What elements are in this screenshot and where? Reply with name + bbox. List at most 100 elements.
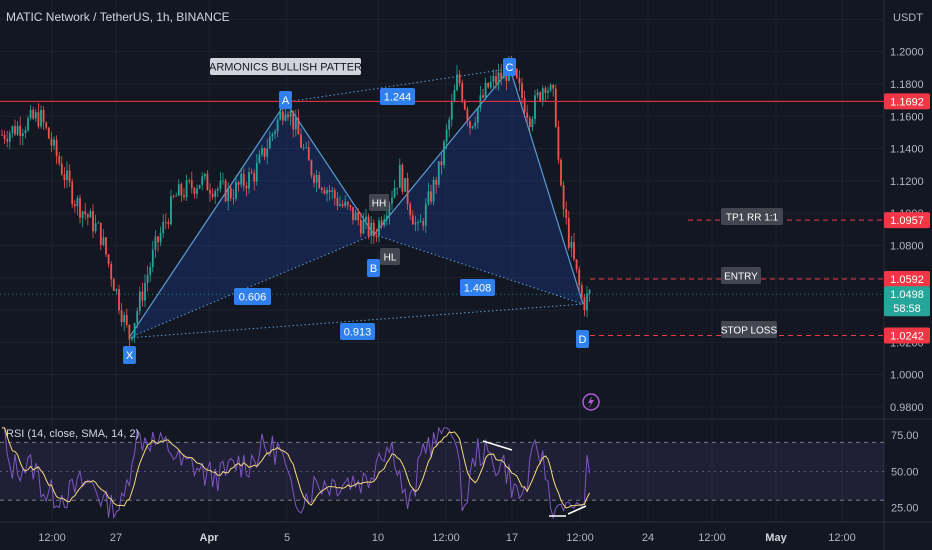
rsi-band-fill bbox=[0, 442, 884, 501]
candle-body bbox=[484, 82, 487, 98]
candle-body bbox=[414, 222, 417, 225]
candle-body bbox=[245, 185, 248, 189]
candle-body bbox=[469, 121, 471, 128]
candle-body bbox=[567, 218, 570, 248]
time-tick-label: 12:00 bbox=[828, 532, 856, 544]
candle-body bbox=[409, 204, 412, 216]
stop-loss-price-tag-text: 1.0242 bbox=[890, 331, 924, 343]
stop-loss-label-text: STOP LOSS bbox=[721, 326, 778, 337]
candle-body bbox=[68, 170, 71, 182]
candle-body bbox=[430, 191, 432, 202]
candle-body bbox=[242, 173, 245, 186]
candle-body bbox=[261, 148, 263, 155]
candle-body bbox=[583, 297, 586, 311]
candle-body bbox=[29, 109, 32, 119]
point-label-x-text: X bbox=[126, 350, 134, 362]
ratio-line-ac bbox=[285, 68, 511, 103]
time-tick-label: 12:00 bbox=[432, 532, 460, 544]
candle-body bbox=[266, 148, 269, 157]
tp1-price-tag: 1.0957 bbox=[884, 212, 930, 229]
candle-body bbox=[534, 95, 536, 120]
candle-body bbox=[274, 131, 276, 134]
time-tick-label: 12:00 bbox=[38, 532, 66, 544]
entry-price-tag-box bbox=[884, 271, 930, 288]
hl-label: HL bbox=[380, 248, 400, 265]
candle-body bbox=[528, 117, 531, 128]
candle-body bbox=[526, 112, 529, 118]
candle-body bbox=[60, 163, 63, 175]
candle-body bbox=[541, 88, 544, 101]
candle-body bbox=[188, 180, 191, 182]
harmonic-pattern bbox=[128, 68, 584, 339]
candle-body bbox=[105, 237, 107, 255]
entry-label-box bbox=[721, 267, 761, 284]
point-label-b: B bbox=[367, 259, 380, 277]
pattern-title-label-box bbox=[210, 58, 361, 75]
candle-body bbox=[177, 184, 180, 196]
candle-body bbox=[151, 249, 154, 268]
candle-body bbox=[346, 201, 349, 206]
time-tick-label: 17 bbox=[506, 532, 518, 544]
candle-body bbox=[84, 211, 87, 215]
price-tick-label: 1.1200 bbox=[890, 176, 924, 188]
candle-body bbox=[209, 190, 211, 194]
stop-loss-label-box bbox=[721, 321, 777, 338]
ratio-label-bd: 1.408 bbox=[460, 279, 495, 296]
candle-body bbox=[326, 190, 328, 194]
candle-body bbox=[575, 259, 578, 270]
candle-body bbox=[99, 222, 102, 245]
point-label-x-box bbox=[123, 346, 136, 364]
candle-body bbox=[487, 82, 490, 88]
candle-body bbox=[531, 119, 534, 128]
candle-body bbox=[154, 236, 157, 250]
countdown-text: 58:58 bbox=[893, 303, 921, 315]
ratio-label-xb-text: 0.606 bbox=[239, 292, 267, 304]
candle-body bbox=[133, 323, 136, 337]
candle-body bbox=[294, 117, 297, 130]
ratio-label-ac: 1.244 bbox=[380, 88, 415, 105]
pattern-leg-cd bbox=[509, 68, 584, 305]
time-tick-label: Apr bbox=[200, 532, 220, 544]
pattern-leg-xa bbox=[128, 101, 287, 339]
candle-body bbox=[398, 164, 401, 188]
candle-body bbox=[310, 160, 313, 176]
candle-body bbox=[341, 204, 344, 206]
candle-body bbox=[383, 219, 386, 226]
candle-body bbox=[79, 197, 81, 218]
candle-body bbox=[255, 162, 258, 182]
candle-body bbox=[284, 114, 287, 121]
candle-body bbox=[258, 154, 261, 163]
candle-body bbox=[362, 220, 365, 234]
rsi-label: RSI (14, close, SMA, 14, 2) bbox=[6, 428, 139, 440]
ratio-label-ac-box bbox=[380, 88, 415, 105]
candle-body bbox=[445, 129, 448, 142]
candle-body bbox=[219, 180, 222, 189]
candle-body bbox=[136, 311, 139, 324]
entry-price-tag: 1.0592 bbox=[884, 271, 930, 288]
candle-body bbox=[515, 69, 518, 79]
candle-body bbox=[370, 222, 373, 236]
candle-body bbox=[118, 289, 120, 311]
rsi-divergence-line-top bbox=[482, 440, 513, 451]
candle-body bbox=[159, 232, 162, 243]
candle-body bbox=[453, 90, 456, 102]
candle-body bbox=[495, 76, 497, 84]
candle-body bbox=[115, 289, 118, 291]
candle-body bbox=[276, 119, 279, 132]
candle-body bbox=[339, 204, 341, 206]
candle-body bbox=[372, 222, 375, 237]
candle-body bbox=[450, 101, 453, 120]
candle-body bbox=[71, 181, 74, 205]
chart-title: MATIC Network / TetherUS, 1h, BINANCE bbox=[6, 10, 230, 24]
candle-body bbox=[24, 130, 27, 134]
candle-body bbox=[432, 180, 435, 202]
point-label-b-text: B bbox=[370, 263, 377, 275]
price-tick-label: 1.1600 bbox=[890, 111, 924, 123]
candle-body bbox=[492, 76, 495, 82]
tp1-label-box bbox=[721, 208, 783, 225]
candle-body bbox=[573, 242, 575, 260]
candle-body bbox=[172, 196, 175, 198]
candle-body bbox=[391, 197, 393, 204]
candle-body bbox=[250, 172, 253, 174]
